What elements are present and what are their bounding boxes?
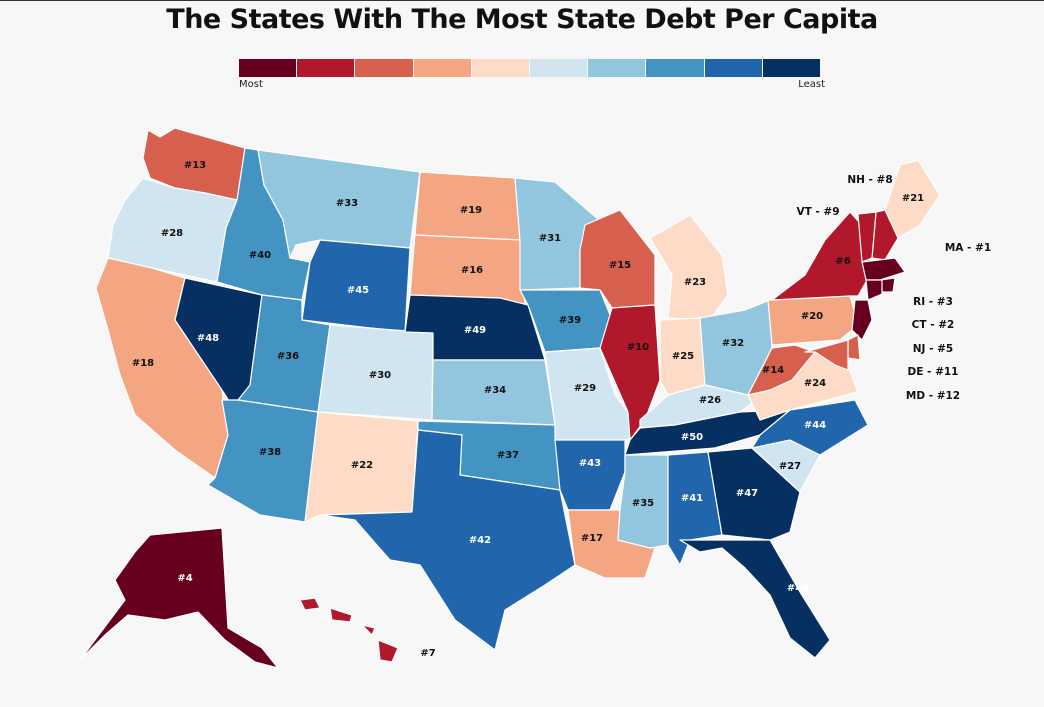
rank-label-sc: #27 — [779, 461, 801, 472]
rank-label-az: #38 — [259, 447, 281, 458]
rank-label-in: #25 — [672, 351, 694, 362]
legend-swatch-4 — [413, 59, 472, 77]
state-mi — [649, 214, 729, 321]
callout-nh: NH - #8 — [847, 174, 892, 186]
state-fl — [679, 539, 831, 659]
state-de — [847, 334, 861, 361]
callout-vt: VT - #9 — [796, 206, 839, 218]
state-il — [599, 304, 661, 441]
rank-label-ga: #47 — [736, 488, 758, 499]
callout-ma: MA - #1 — [945, 242, 991, 254]
callout-de: DE - #11 — [908, 366, 959, 378]
rank-label-nm: #22 — [351, 460, 373, 471]
rank-label-nv: #48 — [197, 333, 219, 344]
rank-label-la: #17 — [581, 533, 603, 544]
rank-label-me: #21 — [902, 193, 924, 204]
state-nc — [751, 399, 869, 456]
state-nj — [851, 299, 873, 341]
rank-label-sd: #16 — [461, 265, 483, 276]
rank-label-ca: #18 — [132, 358, 154, 369]
state-hi — [299, 597, 399, 663]
top-rule — [0, 0, 1044, 1]
rank-label-oh: #32 — [722, 338, 744, 349]
callout-md: MD - #12 — [906, 390, 960, 402]
rank-label-mi: #23 — [684, 277, 706, 288]
state-md — [804, 339, 849, 371]
callout-ct: CT - #2 — [912, 319, 955, 331]
rank-label-co: #30 — [369, 370, 391, 381]
rank-label-or: #28 — [161, 228, 183, 239]
legend-color-bar — [239, 59, 822, 77]
states-layer — [79, 127, 941, 669]
legend-swatch-9 — [704, 59, 763, 77]
legend-swatch-8 — [646, 59, 705, 77]
rank-label-ak: #4 — [177, 573, 192, 584]
rank-label-fl: #46 — [787, 583, 809, 594]
rank-label-ny: #6 — [835, 256, 850, 267]
callout-ri: RI - #3 — [913, 296, 953, 308]
rank-label-mt: #33 — [336, 198, 358, 209]
rank-label-ar: #43 — [579, 458, 601, 469]
state-ny — [771, 211, 871, 301]
rank-label-mn: #31 — [539, 233, 561, 244]
legend-swatch-5 — [471, 59, 531, 77]
legend-swatch-3 — [355, 59, 414, 77]
rank-label-ok: #37 — [497, 450, 519, 461]
legend-swatch-7 — [588, 59, 647, 77]
rank-label-pa: #20 — [801, 311, 823, 322]
legend-labels: Most Least — [239, 79, 825, 93]
rank-label-ky: #26 — [699, 395, 721, 406]
rank-label-al: #41 — [681, 493, 703, 504]
state-mt — [257, 149, 421, 259]
rank-label-il: #10 — [627, 342, 649, 353]
rank-label-ms: #35 — [632, 498, 654, 509]
state-ar — [554, 439, 626, 511]
legend-swatch-10 — [762, 59, 822, 77]
rank-label-va: #24 — [804, 378, 826, 389]
state-wy — [301, 239, 411, 333]
state-tx — [319, 429, 576, 651]
rank-label-id: #40 — [249, 250, 271, 261]
state-ma — [861, 257, 906, 281]
state-ak — [79, 527, 279, 669]
rank-label-hi: #7 — [420, 648, 435, 659]
state-ct — [865, 279, 883, 301]
legend-least-label: Least — [798, 79, 825, 90]
rank-label-ks: #34 — [484, 385, 506, 396]
rank-label-nc: #44 — [804, 420, 826, 431]
rank-label-wy: #45 — [347, 285, 369, 296]
rank-label-ut: #36 — [277, 351, 299, 362]
rank-label-nd: #19 — [460, 205, 482, 216]
legend-swatch-1 — [239, 59, 298, 77]
legend-swatch-6 — [530, 59, 589, 77]
rank-label-wa: #13 — [184, 160, 206, 171]
rank-label-tn: #50 — [681, 432, 703, 443]
callouts-layer: NH - #8 VT - #9 MA - #1 RI - #3 CT - #2 NJ - … — [796, 174, 991, 402]
rank-label-mo: #29 — [574, 383, 596, 394]
callout-nj: NJ - #5 — [913, 343, 953, 355]
legend-swatch-2 — [297, 59, 356, 77]
rank-label-wi: #15 — [609, 260, 631, 271]
rank-labels-layer: #13 #28 #18 #40 #48 #33 #45 #36 #38 #30 #22 #19 #16 #… — [132, 160, 924, 659]
color-legend: Most Least — [239, 59, 825, 93]
rank-label-tx: #42 — [469, 535, 491, 546]
map-title: The States With The Most State Debt Per … — [166, 4, 878, 35]
legend-most-label: Most — [239, 79, 263, 90]
rank-label-wv: #14 — [762, 365, 784, 376]
rank-label-ia: #39 — [559, 315, 581, 326]
state-vt — [857, 211, 877, 263]
rank-label-ne: #49 — [464, 325, 486, 336]
